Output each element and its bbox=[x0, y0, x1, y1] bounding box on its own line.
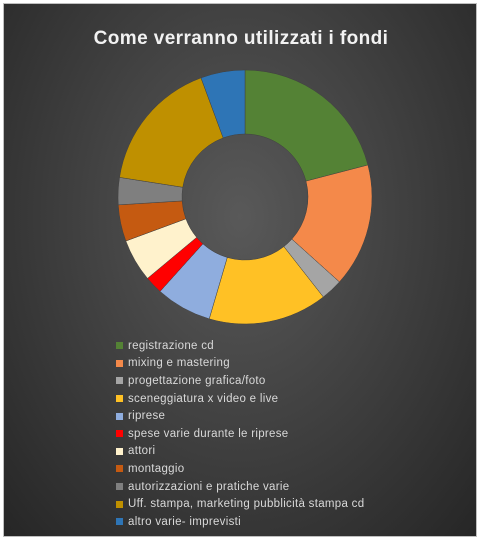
legend-item: autorizzazioni e pratiche varie bbox=[116, 478, 364, 496]
legend-item: sceneggiatura x video e live bbox=[116, 390, 364, 408]
legend-item: registrazione cd bbox=[116, 337, 364, 355]
legend-label: riprese bbox=[128, 410, 166, 423]
chart-area: Come verranno utilizzati i fondi registr… bbox=[3, 3, 477, 537]
legend-swatch bbox=[116, 465, 123, 473]
legend-label: progettazione grafica/foto bbox=[128, 374, 266, 387]
legend-label: attori bbox=[128, 445, 156, 458]
legend-label: Uff. stampa, marketing pubblicità stampa… bbox=[128, 498, 365, 511]
legend-label: spese varie durante le riprese bbox=[128, 427, 289, 440]
legend-label: montaggio bbox=[128, 462, 185, 475]
legend-label: registrazione cd bbox=[128, 339, 214, 352]
legend-item: attori bbox=[116, 443, 364, 461]
legend-label: altro varie- imprevisti bbox=[128, 515, 241, 528]
slice-10 bbox=[200, 69, 246, 139]
legend-item: mixing e mastering bbox=[116, 355, 364, 373]
legend-item: progettazione grafica/foto bbox=[116, 372, 364, 390]
legend-swatch bbox=[116, 359, 123, 367]
legend-swatch bbox=[116, 500, 123, 508]
legend-item: riprese bbox=[116, 407, 364, 425]
slice-0 bbox=[244, 69, 369, 182]
legend-swatch bbox=[116, 412, 123, 420]
legend-item: montaggio bbox=[116, 460, 364, 478]
legend-swatch bbox=[116, 447, 123, 455]
legend-swatch bbox=[116, 518, 123, 526]
legend-label: autorizzazioni e pratiche varie bbox=[128, 480, 290, 493]
legend-swatch bbox=[116, 395, 123, 403]
chart-title: Come verranno utilizzati i fondi bbox=[93, 28, 389, 49]
legend-swatch bbox=[116, 377, 123, 385]
legend-swatch bbox=[116, 430, 123, 438]
legend-swatch bbox=[116, 342, 123, 350]
legend-item: Uff. stampa, marketing pubblicità stampa… bbox=[116, 495, 364, 513]
legend: registrazione cd mixing e mastering proget… bbox=[116, 337, 364, 531]
donut-chart bbox=[117, 69, 373, 325]
legend-item: spese varie durante le riprese bbox=[116, 425, 364, 443]
legend-swatch bbox=[116, 483, 123, 491]
legend-item: altro varie- imprevisti bbox=[116, 513, 364, 531]
legend-label: mixing e mastering bbox=[128, 357, 230, 370]
legend-label: sceneggiatura x video e live bbox=[128, 392, 279, 405]
